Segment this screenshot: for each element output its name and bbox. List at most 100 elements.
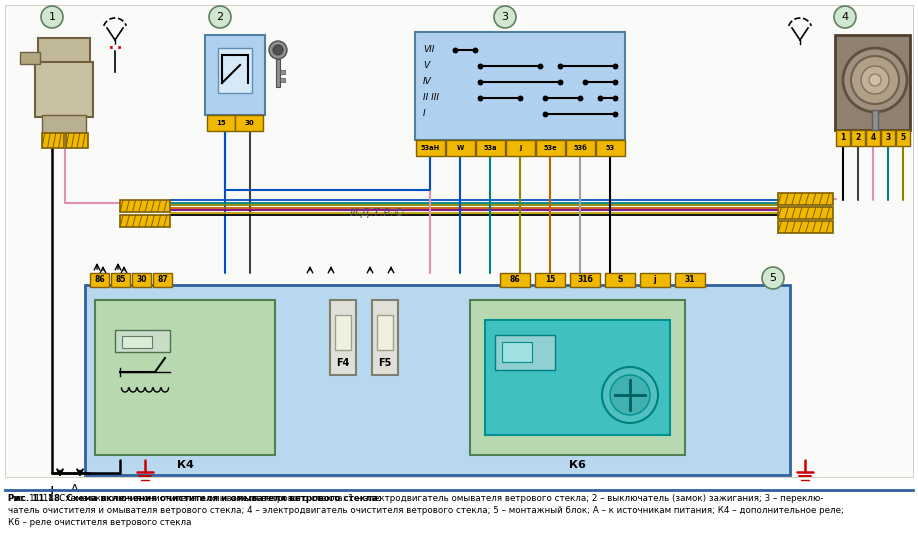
FancyBboxPatch shape [445, 140, 475, 156]
Text: 86: 86 [509, 275, 521, 285]
Text: j: j [519, 145, 521, 151]
Text: 4: 4 [842, 12, 848, 22]
Text: К6 – реле очистителя ветрового стекла: К6 – реле очистителя ветрового стекла [8, 518, 192, 527]
Text: 15: 15 [216, 120, 226, 126]
Text: 1: 1 [840, 134, 845, 142]
Circle shape [851, 56, 899, 104]
FancyBboxPatch shape [835, 35, 910, 130]
FancyBboxPatch shape [836, 130, 850, 146]
FancyBboxPatch shape [85, 285, 790, 475]
FancyBboxPatch shape [778, 221, 833, 233]
FancyBboxPatch shape [485, 320, 670, 435]
Text: 30: 30 [244, 120, 254, 126]
Text: 31б: 31б [577, 275, 593, 285]
FancyBboxPatch shape [640, 273, 670, 287]
Text: W: W [456, 145, 464, 151]
Text: 53б: 53б [573, 145, 587, 151]
FancyBboxPatch shape [495, 335, 555, 370]
FancyBboxPatch shape [778, 207, 833, 219]
FancyBboxPatch shape [280, 78, 285, 82]
FancyBboxPatch shape [115, 330, 170, 352]
FancyBboxPatch shape [120, 215, 170, 227]
Text: 87: 87 [157, 275, 168, 285]
Circle shape [602, 367, 658, 423]
Text: Рис. 11.18. Схема включения очистителя и омывателя ветрового стекла: 1 – электро: Рис. 11.18. Схема включения очистителя и… [8, 494, 823, 503]
FancyBboxPatch shape [205, 35, 265, 115]
FancyBboxPatch shape [470, 300, 685, 455]
Text: 4: 4 [870, 134, 876, 142]
FancyBboxPatch shape [415, 32, 625, 140]
Circle shape [861, 66, 889, 94]
Text: VII: VII [423, 46, 434, 54]
Text: 3: 3 [501, 12, 509, 22]
FancyBboxPatch shape [38, 38, 90, 66]
Circle shape [269, 41, 287, 59]
Text: 1: 1 [49, 12, 55, 22]
FancyBboxPatch shape [207, 115, 234, 131]
Circle shape [209, 6, 231, 28]
Text: 53а: 53а [483, 145, 497, 151]
Text: V: V [423, 61, 429, 71]
Text: чатель очистителя и омывателя ветрового стекла; 4 – электродвигатель очистителя : чатель очистителя и омывателя ветрового … [8, 506, 844, 515]
Text: F4: F4 [336, 358, 350, 368]
FancyBboxPatch shape [778, 193, 833, 205]
FancyBboxPatch shape [881, 130, 895, 146]
FancyBboxPatch shape [476, 140, 505, 156]
FancyBboxPatch shape [570, 273, 600, 287]
FancyBboxPatch shape [872, 110, 878, 130]
FancyBboxPatch shape [596, 140, 624, 156]
FancyBboxPatch shape [330, 300, 356, 375]
FancyBboxPatch shape [153, 273, 172, 287]
Text: +: + [47, 484, 57, 497]
FancyBboxPatch shape [377, 315, 393, 350]
FancyBboxPatch shape [675, 273, 705, 287]
Text: I: I [423, 110, 426, 118]
FancyBboxPatch shape [372, 300, 398, 375]
FancyBboxPatch shape [95, 300, 275, 455]
FancyBboxPatch shape [500, 273, 530, 287]
Text: К4: К4 [176, 460, 194, 470]
FancyBboxPatch shape [416, 140, 444, 156]
Text: 3: 3 [885, 134, 890, 142]
FancyBboxPatch shape [35, 62, 93, 117]
Circle shape [762, 267, 784, 289]
Text: j: j [654, 275, 656, 285]
FancyBboxPatch shape [605, 273, 635, 287]
Text: S: S [617, 275, 622, 285]
FancyBboxPatch shape [122, 336, 152, 348]
FancyBboxPatch shape [335, 315, 351, 350]
FancyBboxPatch shape [896, 130, 910, 146]
Circle shape [41, 6, 63, 28]
Text: IV: IV [423, 78, 431, 86]
FancyBboxPatch shape [565, 140, 595, 156]
FancyBboxPatch shape [506, 140, 534, 156]
FancyBboxPatch shape [866, 130, 880, 146]
FancyBboxPatch shape [42, 115, 86, 133]
Circle shape [494, 6, 516, 28]
FancyBboxPatch shape [90, 273, 109, 287]
Text: 5: 5 [901, 134, 905, 142]
Text: Рис. 11.18. Схема включения очистителя и омывателя ветрового стекла:: Рис. 11.18. Схема включения очистителя и… [8, 494, 382, 503]
FancyBboxPatch shape [280, 70, 285, 74]
Text: И.Д.Т.Р.©: И.Д.Т.Р.© [350, 208, 406, 218]
Text: 53аН: 53аН [420, 145, 440, 151]
Text: К6: К6 [569, 460, 586, 470]
FancyBboxPatch shape [535, 273, 565, 287]
Circle shape [843, 48, 907, 112]
FancyBboxPatch shape [5, 5, 913, 477]
Circle shape [834, 6, 856, 28]
Circle shape [610, 375, 650, 415]
Text: 53: 53 [606, 145, 614, 151]
FancyBboxPatch shape [535, 140, 565, 156]
Text: 2: 2 [856, 134, 861, 142]
Text: 2: 2 [217, 12, 224, 22]
Text: 86: 86 [95, 275, 105, 285]
FancyBboxPatch shape [851, 130, 865, 146]
FancyBboxPatch shape [66, 133, 88, 148]
FancyBboxPatch shape [218, 48, 252, 93]
FancyBboxPatch shape [502, 342, 532, 362]
Text: F5: F5 [378, 358, 392, 368]
Text: II III: II III [423, 93, 439, 103]
FancyBboxPatch shape [120, 200, 170, 212]
FancyBboxPatch shape [42, 133, 64, 148]
